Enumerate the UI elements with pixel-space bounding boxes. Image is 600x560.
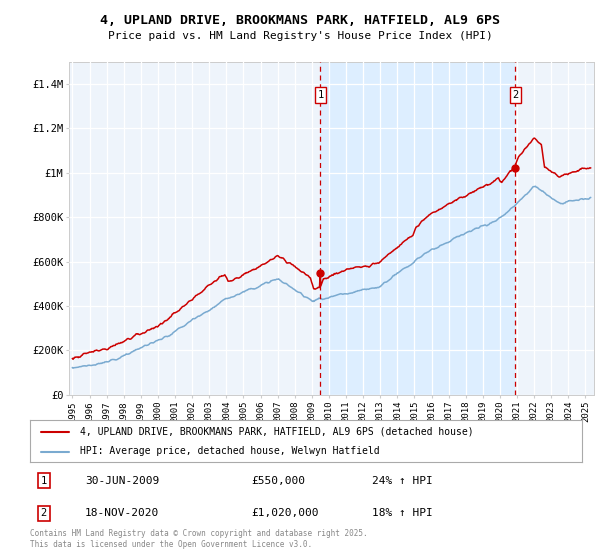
Text: Contains HM Land Registry data © Crown copyright and database right 2025.
This d: Contains HM Land Registry data © Crown c… (30, 529, 368, 549)
Text: 1: 1 (317, 90, 323, 100)
Text: 4, UPLAND DRIVE, BROOKMANS PARK, HATFIELD, AL9 6PS: 4, UPLAND DRIVE, BROOKMANS PARK, HATFIEL… (100, 14, 500, 27)
Text: 4, UPLAND DRIVE, BROOKMANS PARK, HATFIELD, AL9 6PS (detached house): 4, UPLAND DRIVE, BROOKMANS PARK, HATFIEL… (80, 427, 473, 437)
Text: 2: 2 (512, 90, 518, 100)
Bar (320, 62, 515, 395)
Text: 1: 1 (41, 475, 47, 486)
Text: 18-NOV-2020: 18-NOV-2020 (85, 508, 160, 519)
Text: £1,020,000: £1,020,000 (251, 508, 319, 519)
Text: 24% ↑ HPI: 24% ↑ HPI (372, 475, 433, 486)
Text: HPI: Average price, detached house, Welwyn Hatfield: HPI: Average price, detached house, Welw… (80, 446, 379, 456)
Text: 30-JUN-2009: 30-JUN-2009 (85, 475, 160, 486)
Text: 18% ↑ HPI: 18% ↑ HPI (372, 508, 433, 519)
Text: £550,000: £550,000 (251, 475, 305, 486)
Text: 2: 2 (41, 508, 47, 519)
Text: Price paid vs. HM Land Registry's House Price Index (HPI): Price paid vs. HM Land Registry's House … (107, 31, 493, 41)
